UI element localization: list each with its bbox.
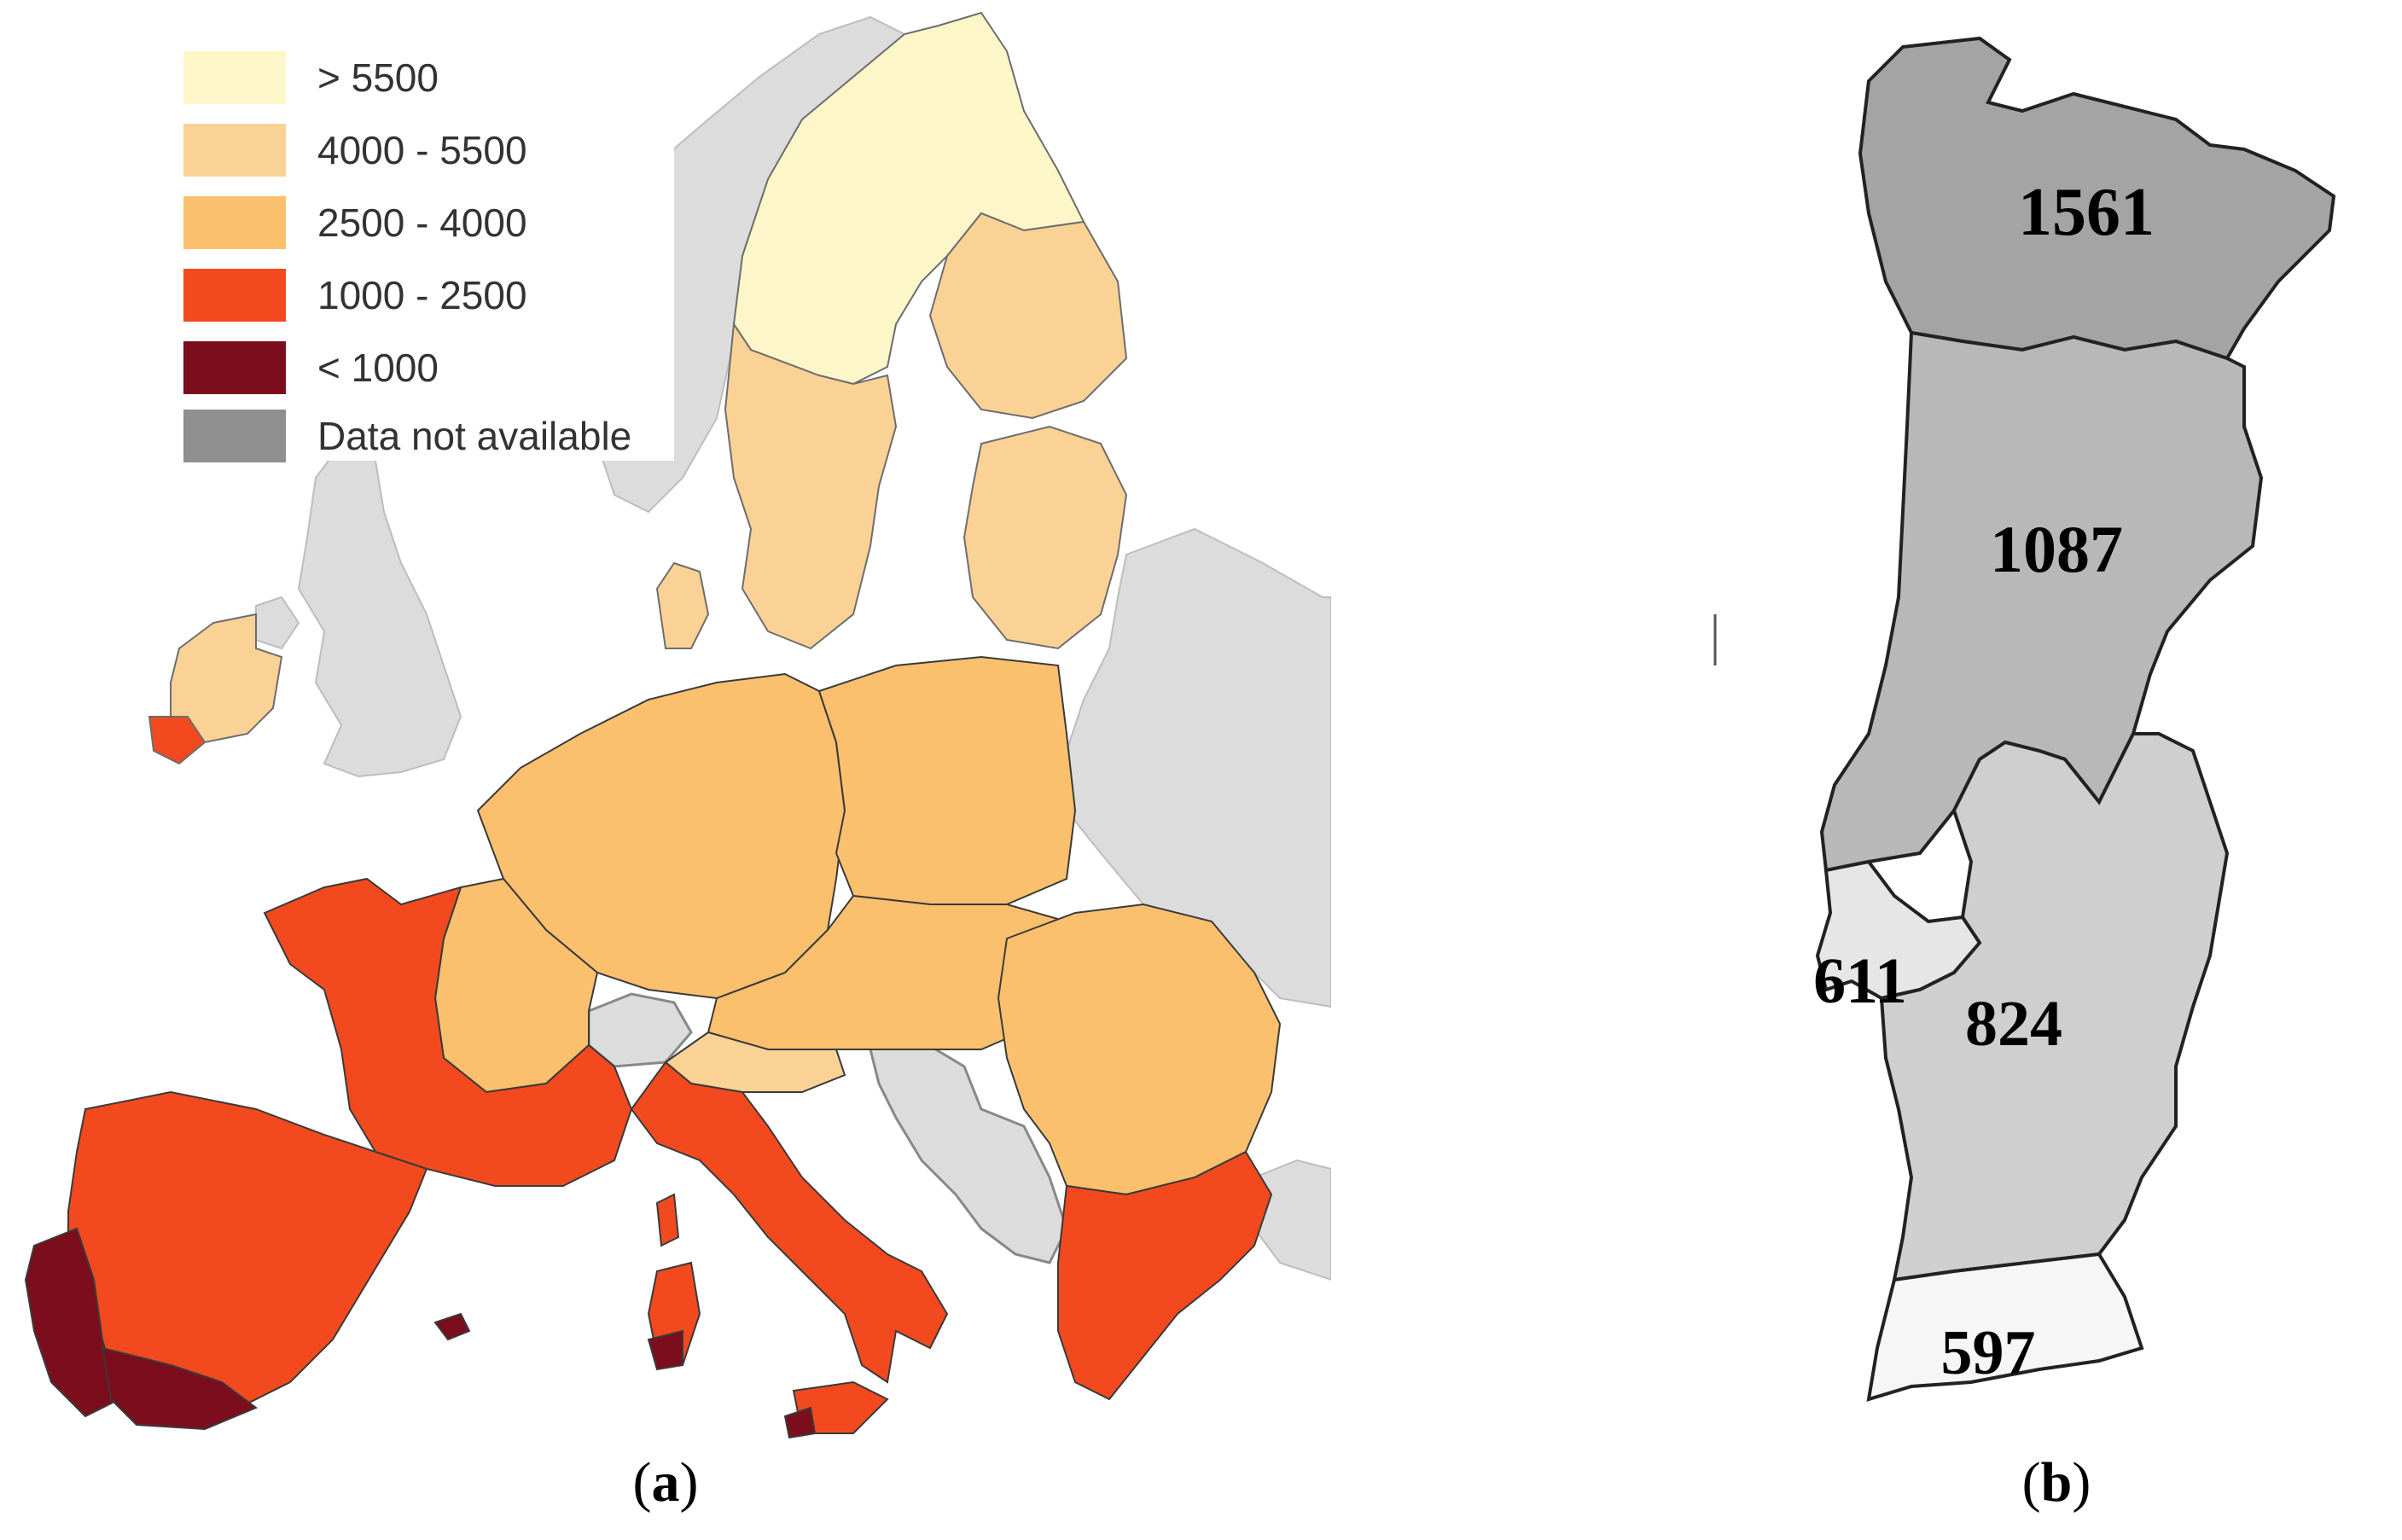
baltic-states-shape (963, 425, 1128, 650)
region-centre-value: 1087 (1990, 512, 2123, 586)
balkans-shape (869, 1039, 1068, 1264)
legend-label: 4000 - 5500 (317, 128, 527, 172)
central-europe-region (433, 655, 1282, 1196)
legend-item: > 5500 (183, 51, 439, 104)
portugal-map-panel: 1561 1087 611 824 597 (1698, 0, 2402, 1450)
region-algarve-value: 597 (1941, 1318, 2036, 1388)
legend-swatch (183, 269, 286, 322)
west-france-shape (263, 877, 633, 1187)
sicily-south-shape (647, 1329, 683, 1371)
nordic-mid-region (148, 212, 1128, 765)
portugal-map: 1561 1087 611 824 597 (1713, 36, 2336, 1402)
europe-map: > 5500 4000 - 5500 2500 - 4000 1000 - 25… (24, 11, 1331, 1439)
region-lisbon-value: 611 (1813, 945, 1907, 1017)
legend-swatch (183, 51, 286, 104)
ireland-shape (170, 613, 283, 744)
caption-b: (b) (2021, 1451, 2091, 1514)
caption-a: (a) (632, 1451, 699, 1514)
legend-swatch (183, 341, 286, 394)
legend-item: 2500 - 4000 (183, 196, 527, 249)
region-algarve-shape (1866, 1252, 2144, 1402)
legend-item: Data not available (183, 410, 631, 462)
region-alentejo-shape (1879, 732, 2230, 1282)
greece-shape (1057, 1150, 1273, 1401)
legend-label: Data not available (317, 414, 631, 458)
legend-swatch (183, 196, 286, 249)
legend-item: < 1000 (183, 341, 439, 394)
legend-item: 4000 - 5500 (183, 124, 527, 177)
region-north-value: 1561 (2018, 175, 2155, 250)
finland-south-shape (928, 212, 1128, 420)
south-sweden-shape (724, 322, 898, 650)
ireland-southwest-shape (148, 716, 206, 765)
andalusia-shape (101, 1346, 258, 1431)
legend-background (51, 34, 674, 461)
europe-map-panel: > 5500 4000 - 5500 2500 - 4000 1000 - 25… (24, 11, 1331, 1439)
italy-shape (630, 1061, 949, 1384)
legend-swatch (183, 124, 286, 177)
corsica-shape (655, 1193, 680, 1247)
lowest-region (24, 1227, 817, 1439)
region-alentejo-value: 824 (1965, 988, 2062, 1060)
legend-item: 1000 - 2500 (183, 269, 527, 322)
legend-label: 2500 - 4000 (317, 200, 527, 245)
legend-label: > 5500 (317, 55, 439, 100)
portugal-shape (24, 1227, 121, 1418)
cyprus-shape (783, 1406, 817, 1439)
poland-shape (817, 655, 1077, 905)
great-britain-shape (297, 442, 462, 778)
legend: > 5500 4000 - 5500 2500 - 4000 1000 - 25… (51, 34, 674, 462)
balearic-shape (433, 1312, 471, 1341)
legend-label: 1000 - 2500 (317, 273, 527, 317)
legend-label: < 1000 (317, 346, 439, 390)
southern-europe-region (67, 877, 1273, 1434)
legend-swatch (183, 410, 286, 462)
denmark-shape (655, 561, 710, 649)
